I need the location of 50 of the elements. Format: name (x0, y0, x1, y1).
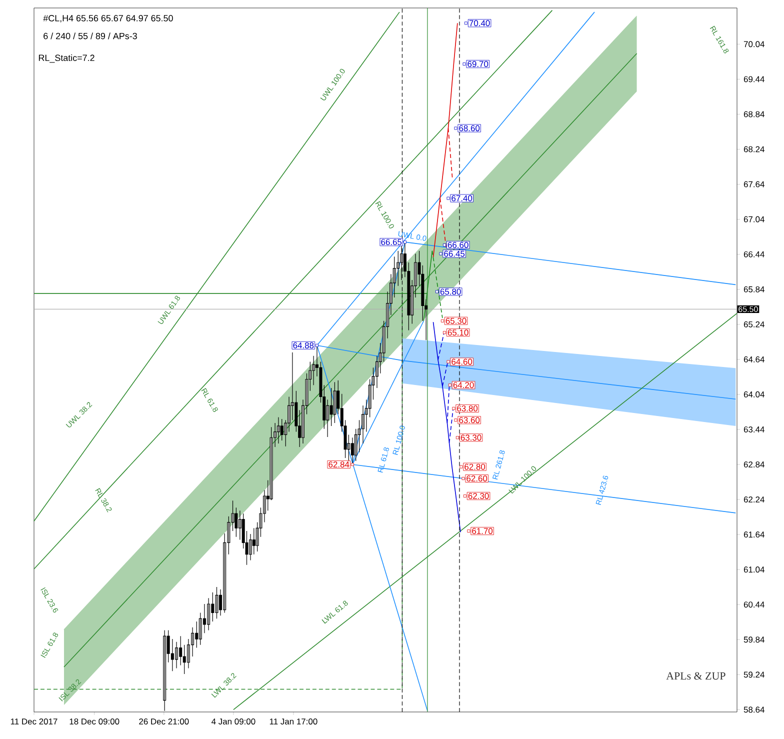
y-tick-label: 58.64 (744, 706, 764, 713)
y-tick-label: 68.84 (744, 111, 764, 118)
data-label: 62.60 (466, 475, 488, 482)
y-tick-label: 67.04 (744, 216, 764, 222)
data-label: 62.80 (464, 464, 486, 470)
y-tick-label: 61.04 (744, 566, 764, 573)
y-tick-label: 65.84 (744, 286, 764, 292)
y-tick-label: 64.64 (744, 356, 764, 362)
data-label: 65.80 (440, 288, 461, 295)
data-label: 64.20 (453, 382, 474, 388)
data-label: 64.88 (293, 342, 314, 348)
y-tick-label: 70.04 (744, 41, 764, 48)
y-tick-label: 62.84 (744, 461, 764, 468)
annotation: APLs & ZUP (666, 672, 726, 680)
data-label: 65.30 (446, 318, 466, 324)
data-label: 69.70 (468, 61, 488, 68)
y-tick-label: 68.24 (744, 146, 764, 152)
x-tick-label: 11 Dec 2017 (10, 718, 58, 724)
y-tick-label: 59.24 (744, 672, 764, 678)
data-label: 62.30 (468, 493, 489, 499)
x-tick-label: 11 Jan 17:00 (270, 718, 318, 724)
y-tick-label: 66.44 (744, 251, 764, 258)
data-label: 61.70 (472, 528, 493, 534)
x-tick-label: 4 Jan 09:00 (212, 718, 256, 724)
text: 6 / 240 / 55 / 89 / APs-3 (44, 32, 137, 40)
y-tick-label: 67.64 (744, 181, 764, 188)
data-label: 62.84 (328, 461, 350, 468)
data-label: 66.60 (448, 242, 468, 248)
data-label: 63.80 (457, 405, 478, 412)
data-label: 66.65 (381, 239, 402, 246)
y-tick-label: 61.64 (744, 532, 764, 538)
y-tick-label: 60.44 (744, 602, 764, 608)
y-tick-label: 63.44 (744, 426, 764, 432)
text: #CL,H4 65.56 65.67 64.97 65.50 (43, 15, 173, 22)
y-tick-label: 64.04 (744, 391, 764, 398)
annotation: RL_Static=7.2 (38, 54, 94, 63)
y-tick-label: 65.24 (744, 321, 764, 328)
y-tick-label: 59.84 (744, 636, 764, 643)
y-tick-label: 69.44 (744, 76, 764, 82)
data-label: 67.40 (452, 195, 472, 202)
data-label: 63.60 (459, 417, 480, 424)
y-tick-label: 62.24 (744, 496, 764, 502)
x-tick-label: 26 Dec 21:00 (139, 718, 189, 724)
data-label: 64.60 (452, 358, 472, 365)
x-tick-label: 18 Dec 09:00 (70, 718, 120, 724)
data-label: 63.30 (460, 434, 482, 441)
data-label: 68.60 (459, 125, 480, 132)
data-label: 66.45 (444, 250, 465, 257)
data-label: 70.40 (469, 20, 490, 26)
data-label: 65.10 (448, 330, 468, 336)
